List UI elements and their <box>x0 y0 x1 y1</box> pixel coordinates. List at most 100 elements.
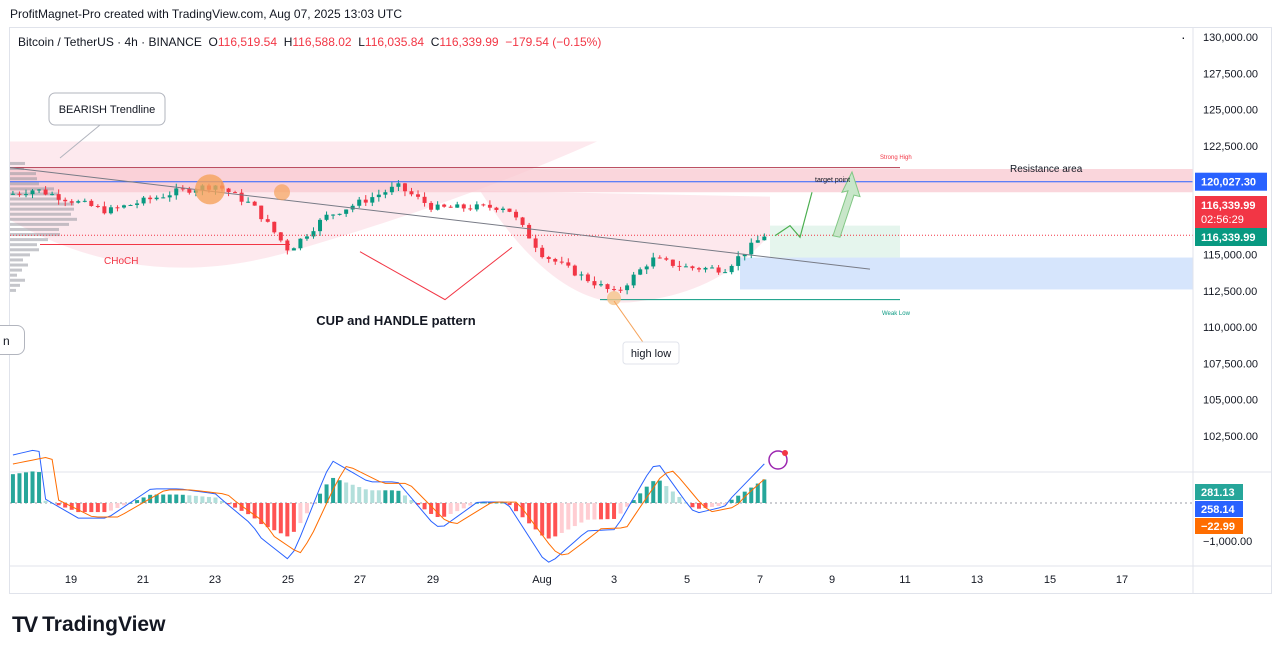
macd-value: 281.13 <box>1201 487 1235 499</box>
macd-histogram-bar <box>259 503 264 525</box>
macd-histogram-bar <box>246 503 251 515</box>
macd-histogram-bar <box>95 503 100 513</box>
candle-body <box>461 204 466 209</box>
candle-body <box>167 195 172 198</box>
macd-histogram-bar <box>10 474 15 503</box>
candle-body <box>612 289 617 291</box>
candle-body <box>520 217 525 225</box>
candle-body <box>605 284 610 290</box>
resistance-area-label: Resistance area <box>1010 164 1083 175</box>
hist-badge <box>1195 518 1243 534</box>
macd-histogram-bar <box>710 503 715 507</box>
macd-histogram-bar <box>285 503 290 537</box>
macd-histogram-bar <box>43 500 48 503</box>
macd-histogram-bar <box>416 503 421 505</box>
candle-body <box>363 199 368 203</box>
more-menu-icon[interactable]: · <box>1181 29 1186 45</box>
macd-histogram-bar <box>272 503 277 531</box>
left-panel-tab[interactable]: n <box>0 325 25 355</box>
macd-histogram-bar <box>357 487 362 503</box>
candle-body <box>559 261 564 263</box>
candle-body <box>487 204 492 208</box>
macd-histogram-bar <box>644 486 649 503</box>
high-value: 116,588.02 <box>292 35 352 49</box>
candle-body <box>383 192 388 195</box>
callout-pointer <box>59 124 125 159</box>
macd-histogram-bar <box>677 496 682 503</box>
candle-body <box>442 204 447 207</box>
macd-histogram-bar <box>350 484 355 503</box>
tv-logo-icon: TV <box>12 612 38 637</box>
candle-body <box>749 242 754 255</box>
candle-body <box>598 284 603 286</box>
candle-body <box>43 189 48 195</box>
macd-histogram-bar <box>135 500 140 503</box>
countdown-text: 02:56:29 <box>1201 214 1244 226</box>
symbol-name[interactable]: Bitcoin / TetherUS · 4h · BINANCE <box>18 35 202 49</box>
macd-histogram-bar <box>141 497 146 503</box>
macd-line <box>12 449 765 563</box>
candle-body <box>272 221 277 233</box>
volume-profile-bar <box>10 248 39 252</box>
candle-body <box>376 194 381 198</box>
macd-histogram-bar <box>180 494 185 503</box>
drawing-layer: BEARISH Trendline CHoCH CUP and HANDLE pat… <box>9 92 1193 470</box>
candle-body <box>304 236 309 239</box>
volume-profile-bar <box>10 227 59 231</box>
macd-histogram-bar <box>566 503 571 530</box>
macd-histogram-bar <box>664 486 669 503</box>
candle-body <box>298 238 303 249</box>
signal-line <box>12 456 765 556</box>
macd-histogram-bar <box>383 490 388 503</box>
candle-body <box>657 257 662 259</box>
macd-histogram-bar <box>23 472 28 503</box>
macd-histogram-bar <box>56 503 61 506</box>
candle-body <box>696 268 701 270</box>
time-axis[interactable]: 19 21 23 25 27 29 Aug 3 5 7 9 11 13 15 17 <box>10 28 1271 593</box>
volume-profile-bar <box>10 217 77 221</box>
symbol-legend[interactable]: Bitcoin / TetherUS · 4h · BINANCE O116,5… <box>18 35 601 49</box>
macd-histogram-bar <box>703 503 708 508</box>
target-arrow <box>832 170 861 238</box>
volume-profile-bar <box>10 182 39 186</box>
close-price-badge <box>1195 228 1267 246</box>
volume-profile-bar <box>10 268 22 272</box>
macd-histogram-bar <box>233 503 238 508</box>
price-tick-label: 102,500.00 <box>1203 431 1258 443</box>
candle-body <box>514 211 519 218</box>
macd-histogram-bar <box>442 503 447 517</box>
macd-histogram-bar <box>696 503 701 509</box>
price-axis[interactable]: 130,000.00 127,500.00 125,000.00 122,500.00… <box>1195 32 1267 443</box>
macd-histogram-bar <box>396 490 401 503</box>
macd-histogram-bar <box>200 496 205 503</box>
macd-pane: 281.13 258.14 −22.99 −1,000.00 <box>10 449 1252 563</box>
time-tick-label: 7 <box>757 574 763 586</box>
macd-histogram-bar <box>455 503 460 512</box>
candle-body <box>50 194 55 196</box>
price-tick-label: 127,500.00 <box>1203 68 1258 80</box>
candle-body <box>226 188 231 193</box>
macd-badge <box>1195 484 1243 500</box>
time-tick-label: 23 <box>209 574 221 586</box>
time-tick-label: 15 <box>1044 574 1056 586</box>
candle-body <box>318 219 323 232</box>
close-price-text: 116,339.99 <box>1201 232 1255 244</box>
candle-body <box>703 267 708 270</box>
macd-histogram-bar <box>749 487 754 503</box>
candle-body <box>566 262 571 266</box>
candle-body <box>154 197 159 200</box>
weak-low-label: Weak Low <box>882 311 911 317</box>
macd-histogram-bar <box>376 490 381 503</box>
macd-histogram-bar <box>344 482 349 503</box>
candle-body <box>102 206 107 214</box>
macd-histogram-bar <box>239 503 244 511</box>
price-tick-label: 125,000.00 <box>1203 105 1258 117</box>
macd-histogram-bar <box>193 495 198 503</box>
price-tick-label: 107,500.00 <box>1203 358 1258 370</box>
macd-histogram-bar <box>429 503 434 514</box>
volume-profile-bar <box>10 212 71 216</box>
macd-histogram-bar <box>154 494 159 503</box>
candle-body <box>474 204 479 210</box>
volume-profile-bar <box>10 207 74 211</box>
